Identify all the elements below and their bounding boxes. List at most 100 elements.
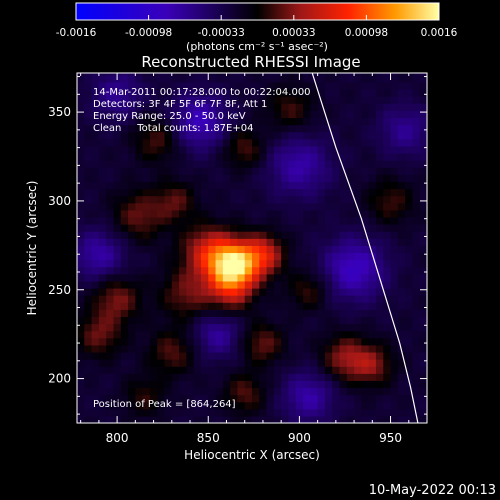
heatmap-cell	[288, 181, 297, 190]
heatmap-cell	[397, 415, 406, 423]
heatmap-cell	[84, 209, 93, 218]
heatmap-cell	[84, 81, 93, 90]
heatmap-cell	[383, 373, 392, 381]
heatmap-cell	[412, 394, 421, 403]
heatmap-cell	[157, 152, 166, 161]
heatmap-cell	[288, 131, 297, 140]
colorbar-tick-label: 0.00098	[345, 27, 388, 39]
heatmap-cell	[244, 287, 253, 296]
heatmap-cell	[237, 387, 246, 396]
heatmap-cell	[149, 380, 158, 389]
heatmap-cell	[164, 330, 173, 339]
heatmap-cell	[149, 209, 158, 218]
heatmap-cell	[339, 110, 348, 119]
heatmap-cell	[332, 160, 341, 168]
heatmap-cell	[244, 88, 253, 97]
heatmap-cell	[332, 103, 341, 111]
heatmap-cell	[339, 415, 348, 423]
heatmap-cell	[142, 216, 151, 225]
heatmap-cell	[383, 337, 392, 346]
heatmap-cell	[332, 408, 341, 417]
heatmap-cell	[106, 202, 115, 211]
heatmap-cell	[113, 124, 122, 133]
heatmap-cell	[383, 96, 392, 104]
heatmap-cell	[259, 74, 268, 83]
heatmap-cell	[186, 202, 195, 211]
heatmap-cell	[164, 408, 173, 417]
heatmap-cell	[368, 280, 377, 289]
heatmap-cell	[91, 117, 100, 126]
heatmap-cell	[412, 117, 421, 126]
heatmap-cell	[244, 117, 253, 126]
heatmap-cell	[288, 152, 297, 161]
heatmap-cell	[332, 373, 341, 381]
heatmap-cell	[106, 330, 115, 339]
heatmap-cell	[77, 316, 85, 325]
heatmap-cell	[135, 373, 144, 381]
heatmap-cell	[281, 188, 290, 197]
heatmap-cell	[244, 359, 253, 367]
heatmap-cell	[390, 380, 399, 389]
heatmap-cell	[405, 224, 414, 232]
heatmap-cell	[288, 309, 297, 317]
heatmap-cell	[171, 174, 180, 182]
heatmap-cell	[200, 195, 209, 204]
heatmap-cell	[157, 74, 166, 83]
heatmap-cell	[419, 195, 427, 204]
heatmap-cell	[208, 252, 217, 261]
heatmap-cell	[303, 316, 311, 325]
heatmap-cell	[339, 295, 348, 303]
heatmap-cell	[375, 110, 384, 119]
heatmap-cell	[310, 323, 319, 332]
heatmap-cell	[237, 366, 246, 374]
heatmap-cell	[135, 188, 144, 197]
heatmap-cell	[244, 323, 253, 332]
heatmap-cell	[171, 110, 180, 119]
heatmap-cell	[266, 209, 275, 218]
heatmap-cell	[288, 209, 297, 218]
heatmap-cell	[193, 387, 202, 396]
heatmap-cell	[419, 88, 427, 97]
heatmap-cell	[310, 415, 319, 423]
heatmap-cell	[208, 359, 217, 367]
heatmap-cell	[375, 351, 384, 360]
heatmap-cell	[405, 287, 414, 296]
heatmap-cell	[215, 351, 224, 360]
heatmap-cell	[164, 401, 173, 410]
heatmap-cell	[244, 81, 253, 90]
heatmap-cell	[383, 287, 392, 296]
heatmap-cell	[266, 131, 275, 140]
heatmap-cell	[120, 202, 129, 211]
heatmap-cell	[179, 408, 187, 417]
heatmap-cell	[346, 202, 355, 211]
heatmap-cell	[157, 387, 166, 396]
heatmap-cell	[295, 252, 304, 261]
heatmap-cell	[405, 295, 414, 303]
heatmap-cell	[266, 316, 275, 325]
heatmap-cell	[120, 88, 129, 97]
heatmap-cell	[113, 337, 122, 346]
heatmap-cell	[346, 380, 355, 389]
heatmap-cell	[193, 160, 202, 168]
heatmap-cell	[266, 295, 275, 303]
heatmap-cell	[310, 252, 319, 261]
heatmap-cell	[120, 224, 129, 232]
heatmap-cell	[186, 280, 195, 289]
heatmap-cell	[259, 152, 268, 161]
heatmap-cell	[419, 266, 427, 275]
heatmap-cell	[179, 145, 187, 154]
heatmap-cell	[288, 138, 297, 147]
heatmap-cell	[244, 273, 253, 282]
heatmap-cell	[295, 316, 304, 325]
heatmap-cell	[84, 195, 93, 204]
heatmap-cell	[237, 309, 246, 317]
heatmap-cell	[281, 231, 290, 239]
heatmap-cell	[128, 160, 136, 168]
heatmap-cell	[157, 181, 166, 190]
heatmap-cell	[339, 209, 348, 218]
heatmap-cell	[324, 145, 333, 154]
heatmap-cell	[303, 110, 311, 119]
heatmap-cell	[310, 351, 319, 360]
heatmap-cell	[106, 344, 115, 353]
heatmap-cell	[383, 160, 392, 168]
